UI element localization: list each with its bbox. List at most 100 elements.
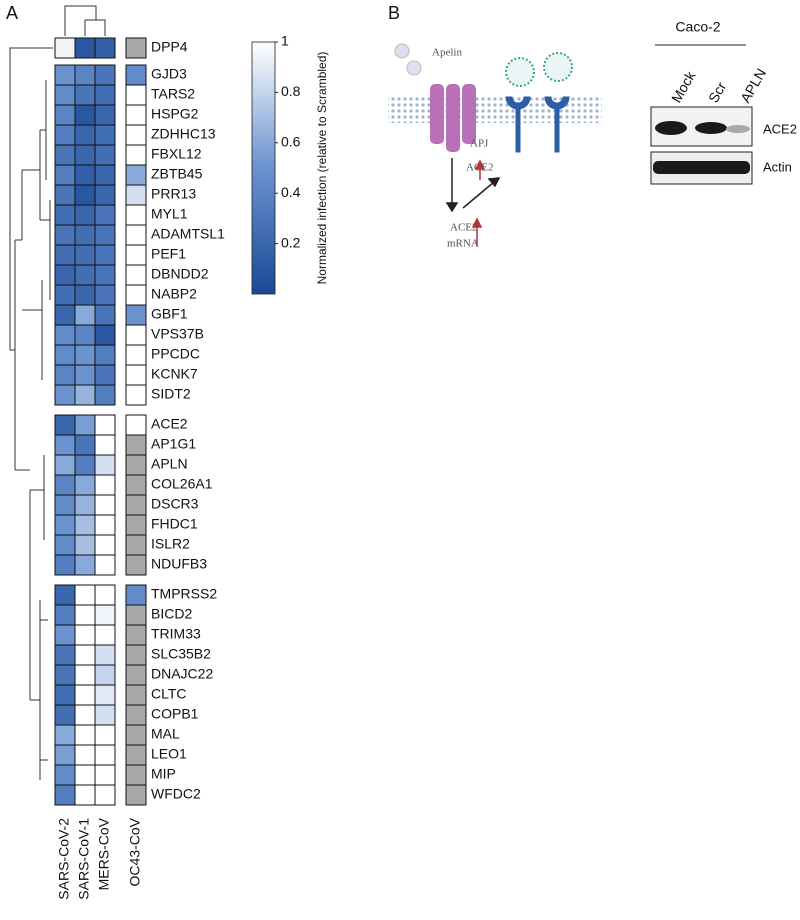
missing-cell: [125, 744, 147, 766]
heatmap-cell: [74, 704, 96, 726]
heatmap-cell: [54, 644, 76, 666]
row-label: TARS2: [151, 86, 195, 102]
heatmap-cell: [54, 664, 76, 686]
mrna-label: mRNA: [447, 238, 479, 250]
heatmap-cell: [54, 584, 76, 606]
arrows: [445, 158, 501, 213]
heatmap-cell: [54, 534, 76, 556]
row-label: BICD2: [151, 606, 192, 622]
colorbar-tick-label: 0.6: [281, 134, 301, 150]
colorbar-tick-label: 0.4: [281, 184, 301, 200]
heatmap-cell: [94, 644, 116, 666]
missing-cell: [125, 434, 147, 456]
row-label: APLN: [151, 456, 188, 472]
row-dendrogram: [9, 47, 53, 780]
heatmap-cell: [125, 414, 147, 436]
heatmap-cell: [74, 284, 96, 306]
row-label: TMPRSS2: [151, 586, 217, 602]
heatmap-cell: [94, 37, 116, 59]
missing-cell: [125, 604, 147, 626]
missing-cell: [125, 724, 147, 746]
heatmap-cell: [54, 284, 76, 306]
heatmap-cell: [94, 474, 116, 496]
heatmap-cell: [125, 284, 147, 306]
heatmap-cell: [74, 454, 96, 476]
missing-cell: [125, 624, 147, 646]
heatmap-cell: [54, 104, 76, 126]
heatmap-cell: [94, 64, 116, 86]
heatmap-cell: [125, 364, 147, 386]
heatmap-cell: [94, 704, 116, 726]
heatmap-cell: [94, 604, 116, 626]
heatmap-cell: [74, 184, 96, 206]
missing-cell: [125, 474, 147, 496]
membrane: [388, 97, 602, 123]
heatmap-cell: [74, 644, 96, 666]
row-label: TRIM33: [151, 626, 201, 642]
heatmap-cell: [54, 784, 76, 806]
protein-label: ACE2: [466, 162, 494, 174]
missing-cell: [125, 784, 147, 806]
missing-cell: [125, 554, 147, 576]
heatmap-cell: [54, 164, 76, 186]
missing-cell: [125, 764, 147, 786]
missing-cell: [125, 514, 147, 536]
heatmap-cell: [54, 454, 76, 476]
heatmap-cell: [94, 324, 116, 346]
row-label: HSPG2: [151, 106, 199, 122]
missing-cell: [125, 37, 147, 59]
heatmap-cell: [54, 344, 76, 366]
heatmap-cell: [54, 494, 76, 516]
row-label: PRR13: [151, 186, 196, 202]
heatmap-cell: [125, 204, 147, 226]
row-label: FHDC1: [151, 516, 198, 532]
heatmap-cell: [74, 84, 96, 106]
heatmap-cell: [94, 144, 116, 166]
column-label: MERS-CoV: [96, 817, 112, 890]
heatmap-cell: [125, 224, 147, 246]
heatmap-cell: [74, 204, 96, 226]
row-label: MYL1: [151, 206, 188, 222]
heatmap-cell: [94, 164, 116, 186]
up-arrows: [471, 159, 486, 246]
row-label: VPS37B: [151, 326, 204, 342]
heatmap-cell: [74, 224, 96, 246]
heatmap-cell: [125, 64, 147, 86]
protein-label: Actin: [763, 159, 792, 174]
heatmap-cell: [74, 144, 96, 166]
row-label: PPCDC: [151, 346, 200, 362]
heatmap-cell: [74, 684, 96, 706]
row-label: PEF1: [151, 246, 186, 262]
heatmap-cell: [94, 534, 116, 556]
heatmap-cell: [54, 324, 76, 346]
heatmap-cell: [94, 514, 116, 536]
heatmap-cell: [54, 364, 76, 386]
missing-cell: [125, 534, 147, 556]
heatmap-cell: [54, 724, 76, 746]
missing-cell: [125, 664, 147, 686]
heatmap-cell: [94, 104, 116, 126]
heatmap-cell: [74, 364, 96, 386]
heatmap-cell: [54, 554, 76, 576]
panel-label: A: [6, 3, 18, 23]
protein-label: ACE2: [763, 121, 797, 136]
row-label: ISLR2: [151, 536, 190, 552]
heatmap-cell: [74, 474, 96, 496]
missing-cell: [125, 684, 147, 706]
heatmap-cell: [94, 724, 116, 746]
heatmap-cell: [54, 84, 76, 106]
row-label: GJD3: [151, 66, 187, 82]
heatmap-cell: [74, 304, 96, 326]
missing-cell: [125, 644, 147, 666]
heatmap-cell: [54, 37, 76, 59]
row-label: COL26A1: [151, 476, 213, 492]
heatmap-cell: [74, 37, 96, 59]
heatmap-cell: [74, 124, 96, 146]
heatmap-cell: [54, 684, 76, 706]
row-label: GBF1: [151, 306, 188, 322]
heatmap-cell: [94, 384, 116, 406]
heatmap-cell: [125, 244, 147, 266]
row-label: SIDT2: [151, 386, 191, 402]
row-label: DPP4: [151, 39, 188, 55]
heatmap-cell: [74, 724, 96, 746]
